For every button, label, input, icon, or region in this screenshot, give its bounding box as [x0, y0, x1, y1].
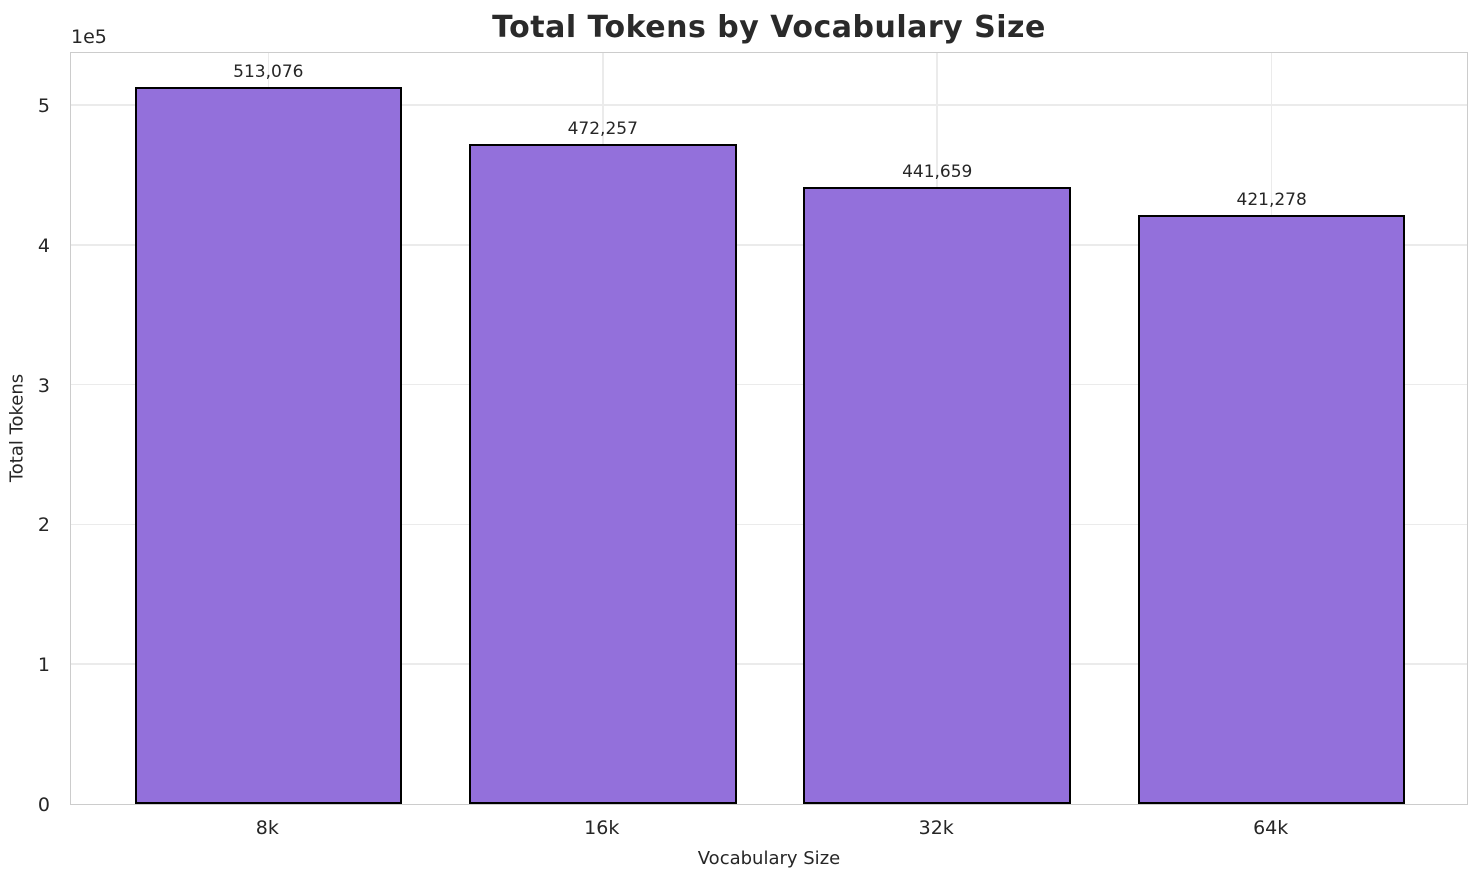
y-axis-offset-label: 1e5	[71, 26, 107, 48]
bar-value-label-16k: 472,257	[567, 118, 638, 139]
gridline-y-2	[71, 523, 1467, 526]
y-tick-label-0: 0	[37, 794, 50, 816]
y-tick-label-3: 3	[37, 374, 50, 397]
y-tick-label-5: 5	[37, 95, 50, 118]
bar-value-label-32k: 441,659	[902, 161, 973, 182]
x-tick-label-16k: 16k	[584, 817, 620, 839]
x-axis-label: Vocabulary Size	[697, 848, 841, 869]
gridline-y-4	[71, 244, 1467, 246]
plot-area: 513,076 472,257 441,659 421,278	[70, 52, 1468, 805]
y-tick-label-2: 2	[37, 514, 50, 537]
x-tick-label-32k: 32k	[918, 817, 954, 839]
chart-title: Total Tokens by Vocabulary Size	[492, 10, 1046, 45]
gridline-y-5	[71, 104, 1467, 106]
bar-32k	[803, 186, 1071, 804]
y-tick-label-1: 1	[37, 654, 50, 677]
gridline-y-3	[71, 383, 1467, 386]
x-tick-label-8k: 8k	[255, 817, 279, 839]
gridline-y-1	[71, 663, 1467, 665]
y-tick-label-4: 4	[37, 234, 50, 257]
bar-64k	[1137, 215, 1406, 804]
bar-value-label-8k: 513,076	[233, 61, 304, 82]
bar-value-label-64k: 421,278	[1236, 190, 1307, 211]
bar-16k	[468, 143, 737, 804]
bar-8k	[134, 86, 403, 804]
x-tick-label-64k: 64k	[1253, 817, 1289, 839]
y-axis-label: Total Tokens	[6, 373, 28, 483]
